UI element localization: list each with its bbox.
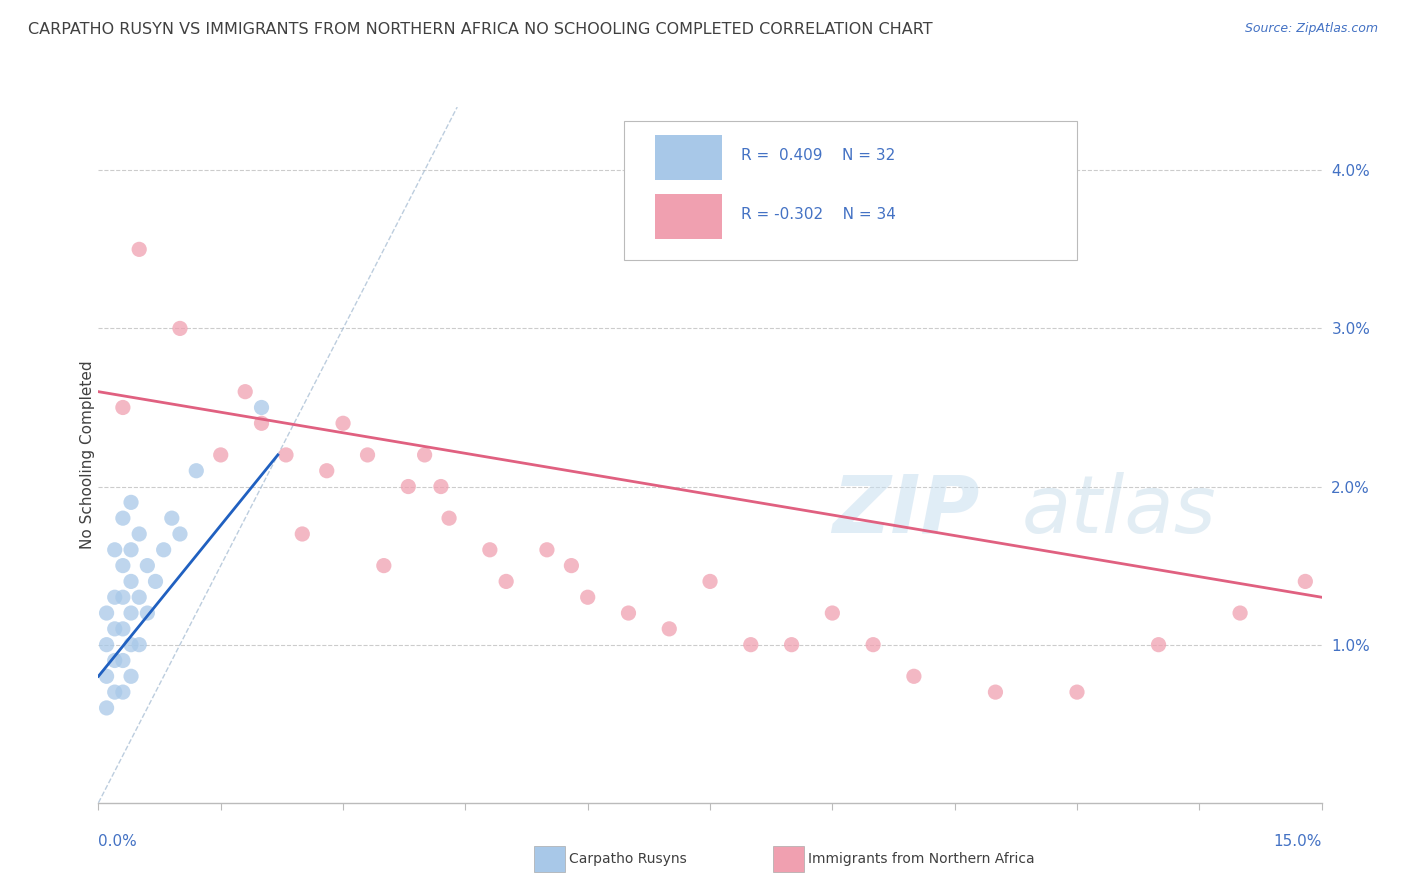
Point: [128, 638, 150, 652]
Point: [111, 511, 134, 525]
Point: [136, 606, 159, 620]
Point: [291, 527, 314, 541]
Point: [104, 591, 127, 605]
Point: [1066, 685, 1088, 699]
Point: [111, 622, 134, 636]
Text: atlas: atlas: [1022, 472, 1216, 549]
Point: [233, 384, 256, 399]
Point: [495, 574, 517, 589]
Point: [136, 558, 159, 573]
Point: [821, 606, 844, 620]
Point: [120, 574, 142, 589]
Point: [356, 448, 378, 462]
FancyBboxPatch shape: [655, 194, 723, 239]
Point: [1229, 606, 1251, 620]
Point: [740, 638, 762, 652]
Point: [903, 669, 925, 683]
Point: [96, 669, 118, 683]
Point: [536, 542, 558, 557]
Point: [576, 591, 599, 605]
Text: CARPATHO RUSYN VS IMMIGRANTS FROM NORTHERN AFRICA NO SCHOOLING COMPLETED CORRELA: CARPATHO RUSYN VS IMMIGRANTS FROM NORTHE…: [28, 22, 932, 37]
Text: Source: ZipAtlas.com: Source: ZipAtlas.com: [1244, 22, 1378, 36]
Point: [111, 685, 134, 699]
Point: [104, 622, 127, 636]
Point: [209, 448, 232, 462]
Point: [128, 591, 150, 605]
Point: [560, 558, 582, 573]
Text: R =  0.409    N = 32: R = 0.409 N = 32: [741, 148, 894, 163]
Point: [120, 638, 142, 652]
Point: [617, 606, 640, 620]
Point: [96, 701, 118, 715]
Text: 15.0%: 15.0%: [1274, 834, 1322, 849]
FancyBboxPatch shape: [655, 135, 723, 180]
Point: [111, 591, 134, 605]
Point: [120, 495, 142, 509]
Point: [169, 527, 191, 541]
Point: [478, 542, 501, 557]
Point: [104, 653, 127, 667]
Point: [373, 558, 395, 573]
Point: [332, 417, 354, 431]
Point: [186, 464, 208, 478]
Point: [111, 558, 134, 573]
Point: [104, 685, 127, 699]
Text: Immigrants from Northern Africa: Immigrants from Northern Africa: [808, 852, 1035, 866]
Point: [128, 527, 150, 541]
FancyBboxPatch shape: [624, 121, 1077, 260]
Y-axis label: No Schooling Completed: No Schooling Completed: [80, 360, 94, 549]
Text: R = -0.302    N = 34: R = -0.302 N = 34: [741, 207, 896, 222]
Text: Carpatho Rusyns: Carpatho Rusyns: [569, 852, 688, 866]
Point: [780, 638, 803, 652]
Point: [120, 669, 142, 683]
Point: [250, 401, 273, 415]
Text: ZIP: ZIP: [832, 472, 980, 549]
Point: [120, 606, 142, 620]
Point: [658, 622, 681, 636]
Point: [160, 511, 183, 525]
Point: [437, 511, 460, 525]
Point: [413, 448, 436, 462]
Point: [1294, 574, 1316, 589]
Point: [430, 479, 453, 493]
Point: [128, 243, 150, 257]
Point: [104, 542, 127, 557]
Point: [111, 401, 134, 415]
Text: 0.0%: 0.0%: [98, 834, 138, 849]
Point: [145, 574, 167, 589]
Point: [984, 685, 1007, 699]
Point: [152, 542, 174, 557]
Point: [96, 638, 118, 652]
Point: [315, 464, 337, 478]
Point: [111, 653, 134, 667]
Point: [274, 448, 297, 462]
Point: [96, 606, 118, 620]
Point: [699, 574, 721, 589]
Point: [862, 638, 884, 652]
Point: [1147, 638, 1170, 652]
Point: [396, 479, 419, 493]
Point: [169, 321, 191, 335]
Point: [250, 417, 273, 431]
Point: [120, 542, 142, 557]
